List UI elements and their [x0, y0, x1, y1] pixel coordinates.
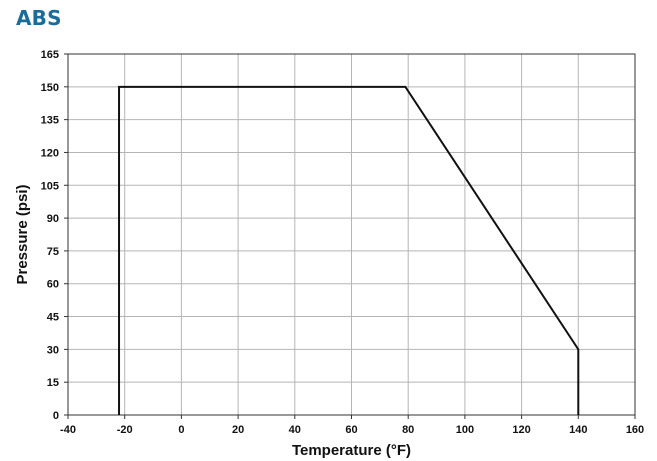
x-tick-label: 40 [289, 424, 301, 436]
y-tick-label: 135 [41, 115, 59, 127]
x-tick-label: 60 [345, 424, 357, 436]
y-tick-label: 45 [47, 312, 59, 324]
y-tick-label: 75 [47, 246, 59, 258]
grid-lines [68, 54, 635, 415]
x-tick-label: 0 [178, 424, 184, 436]
x-tick-label: 80 [402, 424, 414, 436]
y-tick-label: 105 [41, 180, 59, 192]
y-axis-title: Pressure (psi) [14, 184, 31, 284]
x-tick-label: 100 [456, 424, 474, 436]
y-tick-label: 15 [47, 377, 59, 389]
x-tick-labels: -40 -20 0 20 40 60 80 100 120 140 160 [60, 424, 644, 436]
x-tick-label: 20 [232, 424, 244, 436]
y-tick-label: 150 [41, 82, 59, 94]
y-tick-label: 60 [47, 279, 59, 291]
y-tick-label: 0 [53, 410, 59, 422]
y-tick-label: 165 [41, 49, 59, 61]
x-tick-label: -40 [60, 424, 76, 436]
y-tick-label: 120 [41, 147, 59, 159]
y-tick-label: 90 [47, 213, 59, 225]
x-tick-label: 120 [512, 424, 530, 436]
x-tick-label: 140 [569, 424, 587, 436]
x-tick-label: 160 [626, 424, 644, 436]
x-axis-title: Temperature (°F) [292, 442, 411, 459]
x-tick-label: -20 [117, 424, 133, 436]
y-tick-labels: 0 15 30 45 60 75 90 105 120 135 150 165 [41, 49, 59, 422]
y-tick-label: 30 [47, 344, 59, 356]
axis-ticks [64, 54, 635, 419]
